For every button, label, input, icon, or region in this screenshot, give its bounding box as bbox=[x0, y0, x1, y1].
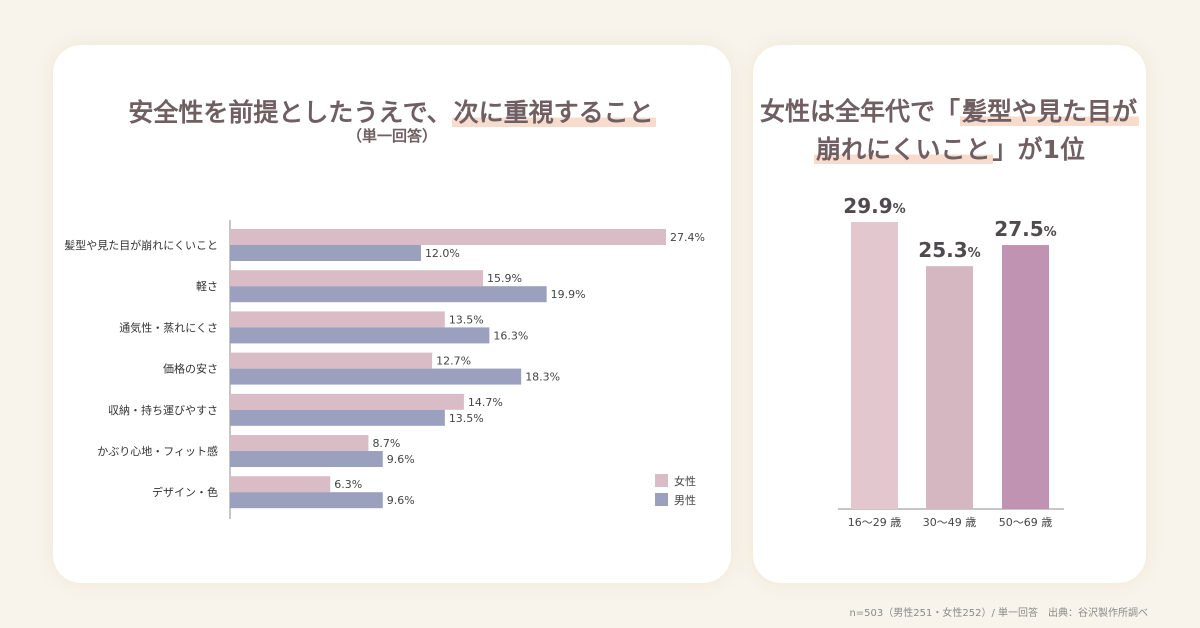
male-value-label: 18.3% bbox=[525, 371, 560, 384]
female-bar bbox=[230, 311, 445, 328]
right-title-line1-prefix: 女性は全年代で「 bbox=[759, 97, 960, 126]
male-bar bbox=[230, 286, 547, 303]
female-bar bbox=[230, 229, 666, 245]
age-bar bbox=[1002, 245, 1049, 509]
right-title-line1-highlight: 髪型や見た目が bbox=[960, 97, 1140, 126]
category-label: 価格の安さ bbox=[163, 362, 218, 376]
age-value-label: 29.9% bbox=[843, 194, 905, 218]
male-value-label: 16.3% bbox=[493, 329, 528, 342]
right-title-line2-highlight: 崩れにくいこと bbox=[814, 135, 993, 164]
legend-label: 男性 bbox=[674, 493, 696, 507]
left-title-highlight: 次に重視すること bbox=[451, 98, 656, 127]
age-category-label: 16〜29 歳 bbox=[848, 516, 902, 529]
age-value-label: 27.5% bbox=[994, 217, 1056, 241]
right-title-line2: 崩れにくいこと」が1位 bbox=[753, 131, 1146, 169]
female-value-label: 8.7% bbox=[372, 437, 400, 450]
female-value-label: 6.3% bbox=[334, 478, 362, 491]
category-label: デザイン・色 bbox=[152, 485, 218, 499]
male-bar bbox=[230, 368, 522, 385]
male-value-label: 12.0% bbox=[425, 247, 460, 260]
male-value-label: 9.6% bbox=[387, 453, 415, 466]
male-bar bbox=[230, 451, 383, 467]
legend-label: 女性 bbox=[674, 474, 696, 488]
age-category-label: 50〜69 歳 bbox=[999, 516, 1053, 529]
right-chart-title: 女性は全年代で「髪型や見た目が 崩れにくいこと」が1位 bbox=[753, 93, 1146, 169]
left-title-prefix: 安全性を前提としたうえで、 bbox=[128, 98, 452, 127]
male-value-label: 19.9% bbox=[551, 288, 586, 301]
right-title-line2-suffix: 」が1位 bbox=[992, 135, 1085, 164]
left-chart-subtitle: （単一回答） bbox=[346, 127, 437, 145]
age-category-label: 30〜49 歳 bbox=[923, 516, 977, 529]
female-bar bbox=[230, 435, 369, 451]
male-bar bbox=[230, 245, 421, 261]
category-label: 収納・持ち運びやすさ bbox=[108, 403, 218, 417]
age-bar bbox=[926, 266, 973, 509]
female-bar bbox=[230, 393, 464, 410]
female-value-label: 13.5% bbox=[449, 313, 484, 326]
age-bar bbox=[851, 222, 898, 509]
female-value-label: 15.9% bbox=[487, 272, 522, 285]
category-label: かぶり心地・フィット感 bbox=[97, 445, 218, 458]
category-label: 髪型や見た目が崩れにくいこと bbox=[64, 238, 218, 252]
legend-swatch bbox=[655, 474, 668, 487]
male-value-label: 9.6% bbox=[387, 494, 415, 507]
male-bar bbox=[230, 409, 445, 426]
female-bar bbox=[230, 352, 433, 369]
male-bar bbox=[230, 327, 490, 344]
left-chart-title: 安全性を前提としたうえで、次に重視すること bbox=[53, 93, 731, 129]
left-chart-card: 安全性を前提としたうえで、次に重視すること （単一回答） bbox=[53, 45, 731, 583]
category-label: 通気性・蒸れにくさ bbox=[119, 320, 218, 334]
female-bar bbox=[230, 476, 331, 493]
female-bar bbox=[230, 270, 484, 287]
right-title-line1: 女性は全年代で「髪型や見た目が bbox=[753, 93, 1146, 131]
female-value-label: 27.4% bbox=[670, 231, 705, 244]
footnote: n=503（男性251・女性252）/ 単一回答 出典：谷沢製作所調べ bbox=[849, 608, 1148, 619]
category-label: 軽さ bbox=[196, 280, 218, 293]
female-value-label: 12.7% bbox=[436, 355, 471, 368]
age-value-label: 25.3% bbox=[918, 238, 980, 262]
female-value-label: 14.7% bbox=[468, 396, 503, 409]
male-value-label: 13.5% bbox=[449, 412, 484, 425]
legend-swatch bbox=[655, 493, 668, 506]
male-bar bbox=[230, 492, 383, 509]
